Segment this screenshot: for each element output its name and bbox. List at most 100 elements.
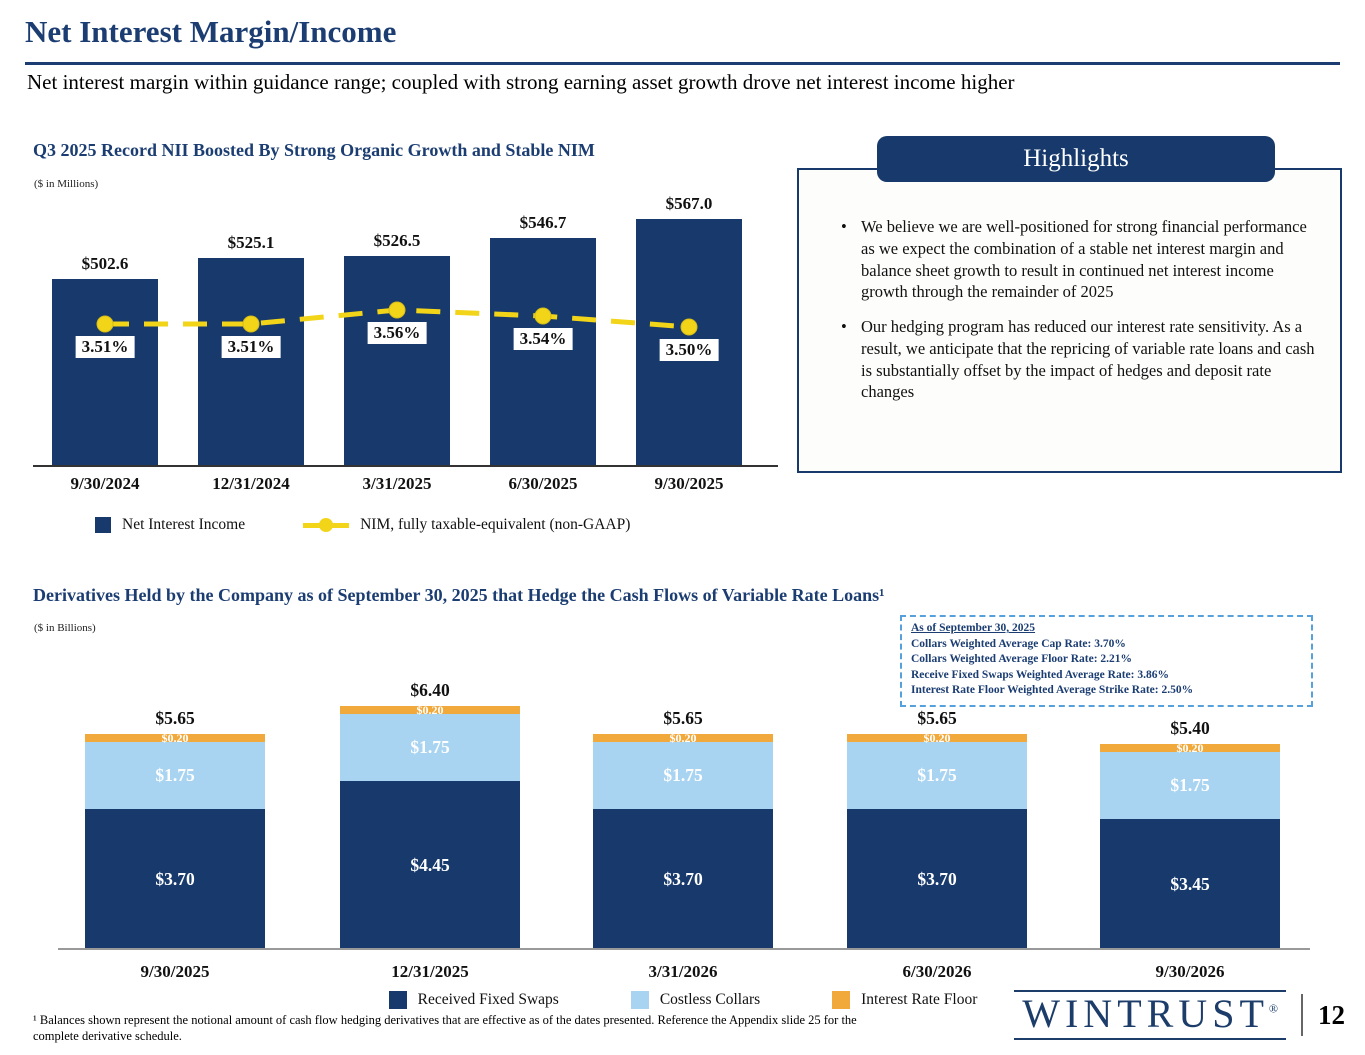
nim-value-3: 3.56%	[367, 322, 427, 345]
nim-value-2: 3.51%	[221, 336, 281, 359]
deriv-segment-interest-rate-floor-5: $0.20	[1100, 741, 1280, 755]
highlights-bullet-2: Our hedging program has reduced our inte…	[835, 316, 1324, 403]
info-box-line-1: Collars Weighted Average Cap Rate: 3.70%	[911, 637, 1126, 650]
nii-bar-swatch-icon	[95, 517, 111, 533]
deriv-segment-value-interest-rate-floor-1: $0.20	[161, 730, 189, 745]
legend-label-received-fixed-swaps: Received Fixed Swaps	[417, 991, 559, 1008]
nii-bar-value-4: $546.7	[519, 213, 567, 232]
nii-bar-value-2: $525.1	[227, 233, 275, 252]
deriv-segment-value-interest-rate-floor-2: $0.20	[416, 702, 444, 717]
info-box-heading: As of September 30, 2025	[911, 622, 1036, 634]
deriv-segment-value-costless-collars-5: $1.75	[1170, 775, 1210, 795]
derivatives-rates-info-box: As of September 30, 2025 Collars Weighte…	[900, 615, 1313, 707]
deriv-segment-received-fixed-swaps-3: $3.70	[593, 809, 773, 950]
nii-units-label: ($ in Millions)	[34, 178, 99, 190]
deriv-total-1: $5.65	[155, 708, 195, 728]
derivatives-x-axis-line	[58, 948, 1310, 950]
nii-x-label-3: 3/31/2025	[362, 474, 432, 493]
nim-marker-icon	[319, 518, 334, 532]
deriv-segment-value-received-fixed-swaps-2: $4.45	[410, 855, 450, 875]
deriv-total-5: $5.40	[1170, 718, 1210, 738]
nii-bar-4	[490, 238, 596, 467]
highlights-list: We believe we are well-positioned for st…	[835, 216, 1324, 403]
nii-legend-label-line: NIM, fully taxable-equivalent (non-GAAP)	[360, 516, 631, 533]
nii-legend: Net Interest Income NIM, fully taxable-e…	[95, 516, 630, 534]
costless-collars-swatch-icon	[630, 991, 649, 1009]
footer-brand: WINTRUST® 12	[1014, 990, 1345, 1040]
registered-trademark-icon: ®	[1268, 1001, 1278, 1016]
deriv-segment-value-received-fixed-swaps-3: $3.70	[663, 869, 703, 889]
page-number: 12	[1318, 999, 1345, 1030]
nii-x-axis-labels: 9/30/2024 12/31/2024 3/31/2025 6/30/2025 9/3…	[33, 474, 778, 498]
deriv-segment-interest-rate-floor-2: $0.20	[340, 703, 520, 717]
deriv-segment-value-interest-rate-floor-3: $0.20	[669, 730, 697, 745]
highlights-header: Highlights	[877, 136, 1275, 182]
nii-x-label-4: 6/30/2025	[508, 474, 578, 493]
deriv-x-label-4: 6/30/2026	[902, 962, 972, 981]
nii-legend-item-line: NIM, fully taxable-equivalent (non-GAAP)	[303, 516, 630, 534]
deriv-segment-value-costless-collars-3: $1.75	[663, 765, 703, 785]
deriv-x-label-3: 3/31/2026	[648, 962, 718, 981]
legend-item-interest-rate-floor: Interest Rate Floor	[832, 991, 977, 1009]
deriv-segment-value-received-fixed-swaps-1: $3.70	[155, 869, 195, 889]
derivatives-units-label: ($ in Billions)	[34, 622, 96, 634]
deriv-segment-costless-collars-2: $1.75	[340, 714, 520, 781]
nii-legend-item-bars: Net Interest Income	[95, 516, 245, 534]
deriv-segment-value-interest-rate-floor-5: $0.20	[1176, 740, 1204, 755]
nii-x-label-1: 9/30/2024	[70, 474, 140, 493]
wintrust-wordmark: WINTRUST	[1022, 991, 1269, 1036]
deriv-x-label-1: 9/30/2025	[140, 962, 210, 981]
deriv-segment-interest-rate-floor-4: $0.20	[847, 731, 1027, 745]
info-box-line-3: Receive Fixed Swaps Weighted Average Rat…	[911, 668, 1169, 681]
deriv-total-2: $6.40	[410, 680, 450, 700]
deriv-segment-costless-collars-3: $1.75	[593, 742, 773, 809]
deriv-segment-received-fixed-swaps-1: $3.70	[85, 809, 265, 950]
nii-chart-plot: $502.6 $525.1 $526.5 $546.7 $567.0 3.51% 3.51%…	[33, 185, 778, 467]
nii-bar-1	[52, 279, 158, 467]
nii-bar-2	[198, 258, 304, 467]
derivatives-chart-section: Derivatives Held by the Company as of Se…	[33, 585, 1333, 1035]
highlights-bullet-1: We believe we are well-positioned for st…	[835, 216, 1324, 303]
legend-item-received-fixed-swaps: Received Fixed Swaps	[388, 991, 559, 1009]
nii-bar-value-3: $526.5	[373, 231, 421, 250]
page-title: Net Interest Margin/Income	[25, 14, 397, 49]
deriv-segment-interest-rate-floor-1: $0.20	[85, 731, 265, 745]
deriv-segment-value-costless-collars-1: $1.75	[155, 765, 195, 785]
nim-line-sample-icon	[303, 518, 350, 532]
deriv-segment-received-fixed-swaps-2: $4.45	[340, 781, 520, 950]
deriv-segment-costless-collars-1: $1.75	[85, 742, 265, 809]
wintrust-logo: WINTRUST®	[1014, 990, 1286, 1040]
nii-bar-value-1: $502.6	[81, 254, 129, 273]
nii-bar-value-5: $567.0	[665, 194, 713, 213]
deriv-x-label-2: 12/31/2025	[391, 962, 469, 981]
deriv-segment-interest-rate-floor-3: $0.20	[593, 731, 773, 745]
deriv-x-label-5: 9/30/2026	[1155, 962, 1225, 981]
footer-divider	[1301, 994, 1303, 1036]
deriv-segment-value-costless-collars-4: $1.75	[917, 765, 957, 785]
deriv-segment-costless-collars-4: $1.75	[847, 742, 1027, 809]
derivatives-legend: Received Fixed Swaps Costless Collars In…	[33, 991, 1333, 1009]
deriv-segment-costless-collars-5: $1.75	[1100, 752, 1280, 819]
derivatives-x-axis-labels: 9/30/2025 12/31/2025 3/31/2026 6/30/2026 9/3…	[33, 962, 1333, 986]
nii-bar-3	[344, 256, 450, 467]
info-box-line-4: Interest Rate Floor Weighted Average Str…	[911, 684, 1194, 697]
nii-legend-label-bars: Net Interest Income	[122, 516, 246, 533]
legend-label-interest-rate-floor: Interest Rate Floor	[861, 991, 978, 1008]
nii-x-label-5: 9/30/2025	[654, 474, 724, 493]
nii-chart-section: Q3 2025 Record NII Boosted By Strong Org…	[33, 140, 793, 570]
info-box-line-2: Collars Weighted Average Floor Rate: 2.2…	[911, 653, 1133, 666]
deriv-segment-value-received-fixed-swaps-4: $3.70	[917, 869, 957, 889]
nii-x-label-2: 12/31/2024	[212, 474, 290, 493]
legend-label-costless-collars: Costless Collars	[659, 991, 761, 1008]
deriv-segment-received-fixed-swaps-5: $3.45	[1100, 819, 1280, 950]
title-divider	[25, 62, 1340, 65]
derivatives-chart-title: Derivatives Held by the Company as of Se…	[33, 585, 885, 605]
deriv-total-3: $5.65	[663, 708, 703, 728]
nii-chart-title: Q3 2025 Record NII Boosted By Strong Org…	[33, 140, 595, 160]
received-fixed-swaps-swatch-icon	[388, 991, 407, 1009]
deriv-segment-received-fixed-swaps-4: $3.70	[847, 809, 1027, 950]
deriv-segment-value-received-fixed-swaps-5: $3.45	[1170, 874, 1210, 894]
derivatives-chart-plot: $3.70 $1.75 $0.20 $5.65 $4.45 $1.75 $0.20 $6.40…	[33, 680, 1333, 950]
nim-value-1: 3.51%	[75, 336, 135, 359]
